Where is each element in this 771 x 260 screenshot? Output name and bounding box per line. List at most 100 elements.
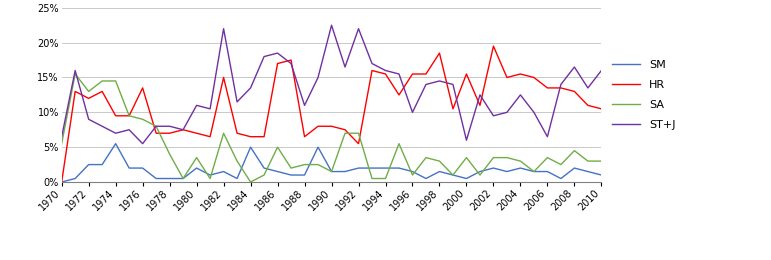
SA: [395, 142, 404, 145]
SA: [435, 160, 444, 163]
ST+J: [557, 83, 566, 86]
SA: [449, 173, 458, 177]
SM: [476, 170, 485, 173]
SA: [273, 146, 282, 149]
SM: [178, 177, 187, 180]
ST+J: [570, 66, 579, 69]
HR: [192, 132, 201, 135]
HR: [341, 128, 350, 131]
SM: [233, 177, 242, 180]
ST+J: [476, 93, 485, 96]
ST+J: [125, 128, 134, 131]
ST+J: [98, 125, 107, 128]
ST+J: [435, 79, 444, 82]
HR: [273, 62, 282, 65]
HR: [111, 114, 120, 117]
HR: [152, 132, 161, 135]
HR: [260, 135, 269, 138]
SM: [584, 170, 593, 173]
SA: [205, 177, 214, 180]
SM: [529, 170, 538, 173]
SA: [381, 177, 390, 180]
HR: [503, 76, 512, 79]
ST+J: [111, 132, 120, 135]
SA: [597, 160, 606, 163]
ST+J: [395, 73, 404, 76]
ST+J: [260, 55, 269, 58]
HR: [570, 90, 579, 93]
SA: [300, 163, 309, 166]
SM: [543, 170, 552, 173]
SA: [71, 73, 80, 76]
HR: [98, 90, 107, 93]
SM: [422, 177, 431, 180]
SM: [165, 177, 174, 180]
SM: [71, 177, 80, 180]
SM: [570, 166, 579, 170]
SM: [192, 166, 201, 170]
HR: [435, 51, 444, 55]
Line: HR: HR: [62, 46, 601, 182]
SM: [314, 146, 323, 149]
ST+J: [273, 51, 282, 55]
SA: [111, 79, 120, 82]
SM: [287, 173, 296, 177]
HR: [449, 107, 458, 110]
SA: [314, 163, 323, 166]
SA: [152, 125, 161, 128]
SM: [84, 163, 93, 166]
HR: [125, 114, 134, 117]
SM: [152, 177, 161, 180]
HR: [165, 132, 174, 135]
ST+J: [503, 111, 512, 114]
Line: ST+J: ST+J: [62, 25, 601, 144]
Line: SA: SA: [62, 74, 601, 182]
HR: [138, 86, 147, 89]
SM: [341, 170, 350, 173]
SM: [503, 170, 512, 173]
SA: [367, 177, 376, 180]
ST+J: [300, 104, 309, 107]
SM: [98, 163, 107, 166]
SA: [476, 173, 485, 177]
SM: [557, 177, 566, 180]
ST+J: [489, 114, 498, 117]
Legend: SM, HR, SA, ST+J: SM, HR, SA, ST+J: [612, 60, 675, 130]
SM: [260, 166, 269, 170]
SM: [205, 173, 214, 177]
ST+J: [381, 69, 390, 72]
ST+J: [408, 111, 417, 114]
HR: [205, 135, 214, 138]
ST+J: [543, 135, 552, 138]
ST+J: [71, 69, 80, 72]
SM: [125, 166, 134, 170]
SM: [489, 166, 498, 170]
HR: [178, 128, 187, 131]
SM: [354, 166, 363, 170]
SA: [341, 132, 350, 135]
ST+J: [84, 118, 93, 121]
SM: [408, 170, 417, 173]
ST+J: [597, 69, 606, 72]
SA: [178, 177, 187, 180]
HR: [462, 73, 471, 76]
HR: [219, 76, 228, 79]
SM: [381, 166, 390, 170]
SM: [597, 173, 606, 177]
ST+J: [287, 62, 296, 65]
HR: [57, 180, 66, 184]
SA: [354, 132, 363, 135]
SM: [111, 142, 120, 145]
SA: [260, 173, 269, 177]
SM: [219, 170, 228, 173]
ST+J: [354, 27, 363, 30]
SA: [408, 173, 417, 177]
ST+J: [516, 93, 525, 96]
HR: [584, 104, 593, 107]
ST+J: [367, 62, 376, 65]
SA: [192, 156, 201, 159]
SM: [246, 146, 255, 149]
SA: [125, 114, 134, 117]
SA: [327, 170, 336, 173]
SA: [57, 142, 66, 145]
